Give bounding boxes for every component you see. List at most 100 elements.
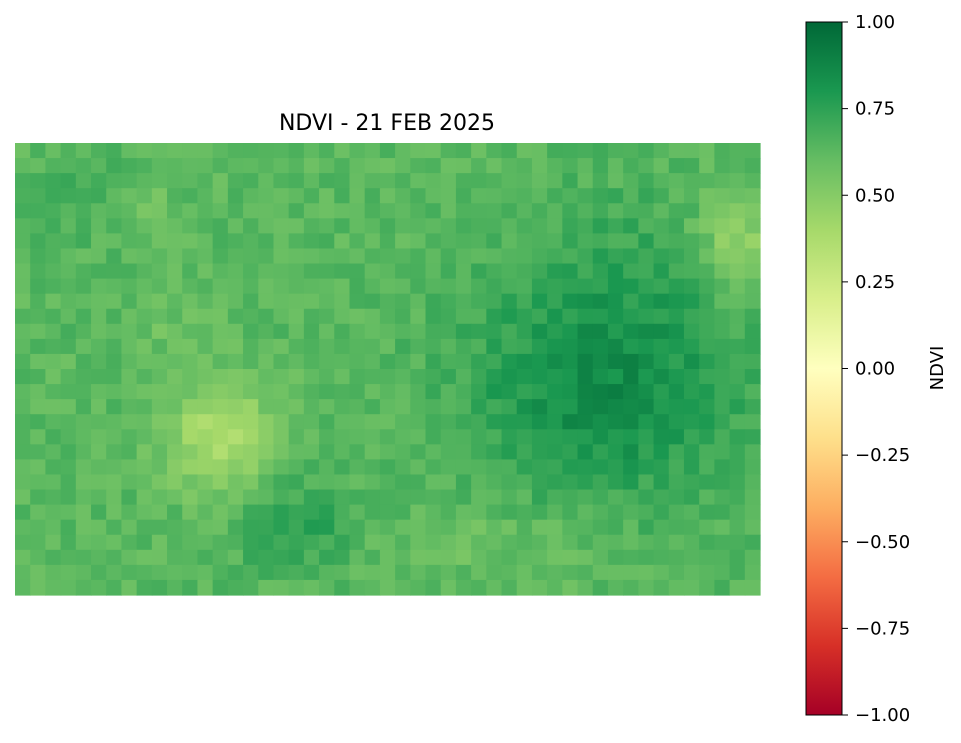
heatmap-cell xyxy=(243,263,259,280)
heatmap-cell xyxy=(182,323,199,340)
heatmap-cell xyxy=(303,564,320,581)
heatmap-cell xyxy=(15,173,31,189)
heatmap-cell xyxy=(273,579,290,596)
heatmap-cell xyxy=(319,173,335,189)
heatmap-cell xyxy=(334,414,351,430)
heatmap-cell xyxy=(243,233,259,250)
heatmap-cell xyxy=(167,474,183,491)
heatmap-cell xyxy=(60,384,77,400)
heatmap-cell xyxy=(182,143,199,159)
heatmap-cell xyxy=(15,143,31,159)
heatmap-cell xyxy=(243,353,259,370)
heatmap-cell xyxy=(91,459,107,476)
heatmap-cell xyxy=(364,429,381,445)
heatmap-cell xyxy=(197,353,214,370)
heatmap-cell xyxy=(197,429,214,445)
heatmap-cell xyxy=(683,353,700,370)
heatmap-cell xyxy=(471,278,487,295)
heatmap-cell xyxy=(319,369,335,385)
heatmap-cell xyxy=(364,504,381,521)
heatmap-cell xyxy=(653,489,670,506)
heatmap-cell xyxy=(212,263,229,280)
heatmap-cell xyxy=(531,489,548,506)
heatmap-cell xyxy=(395,414,411,430)
heatmap-cell xyxy=(714,188,731,204)
heatmap-cell xyxy=(45,504,62,521)
heatmap-cell xyxy=(607,549,624,566)
heatmap-cell xyxy=(288,218,305,234)
heatmap-cell xyxy=(638,158,655,174)
heatmap-cell xyxy=(106,293,123,310)
heatmap-cell xyxy=(349,173,366,189)
heatmap-cell xyxy=(471,308,487,325)
heatmap-cell xyxy=(197,474,214,491)
heatmap-cell xyxy=(60,203,77,219)
heatmap-cell xyxy=(136,474,153,491)
heatmap-cell xyxy=(714,143,731,159)
heatmap-cell xyxy=(227,564,244,581)
heatmap-cell xyxy=(379,384,396,400)
heatmap-cell xyxy=(638,549,655,566)
heatmap-cell xyxy=(273,489,290,506)
heatmap-cell xyxy=(106,429,123,445)
heatmap-cell xyxy=(683,504,700,521)
heatmap-cell xyxy=(273,323,290,340)
heatmap-cell xyxy=(212,519,229,536)
heatmap-cell xyxy=(136,564,153,581)
heatmap-cell xyxy=(243,444,259,460)
heatmap-cell xyxy=(106,278,123,295)
heatmap-cell xyxy=(516,504,533,521)
heatmap-cell xyxy=(364,233,381,250)
heatmap-cell xyxy=(106,233,123,250)
heatmap-cell xyxy=(638,519,655,536)
heatmap-cell xyxy=(653,158,670,174)
colorbar-tick-label: 0.75 xyxy=(855,99,895,120)
heatmap-cell xyxy=(744,188,761,204)
heatmap-cell xyxy=(516,384,533,400)
heatmap-cell xyxy=(136,444,153,460)
heatmap-cell xyxy=(136,579,153,596)
heatmap-cell xyxy=(364,218,381,234)
heatmap-cell xyxy=(729,489,746,506)
heatmap-cell xyxy=(562,323,579,340)
heatmap-cell xyxy=(197,384,214,400)
heatmap-cell xyxy=(136,188,153,204)
heatmap-cell xyxy=(668,549,685,566)
heatmap-cell xyxy=(303,504,320,521)
heatmap-cell xyxy=(623,218,639,234)
heatmap-cell xyxy=(91,248,107,265)
heatmap-cell xyxy=(243,293,259,310)
heatmap-cell xyxy=(623,444,639,460)
heatmap-cell xyxy=(744,338,761,355)
heatmap-cell xyxy=(471,504,487,521)
heatmap-cell xyxy=(349,579,366,596)
heatmap-cell xyxy=(729,399,746,415)
heatmap-cell xyxy=(471,489,487,506)
heatmap-cell xyxy=(258,474,275,491)
heatmap-cell xyxy=(501,158,518,174)
heatmap-cell xyxy=(364,158,381,174)
heatmap-cell xyxy=(303,353,320,370)
heatmap-cell xyxy=(379,293,396,310)
heatmap-cell xyxy=(668,369,685,385)
heatmap-cell xyxy=(182,173,199,189)
heatmap-cell xyxy=(683,459,700,476)
heatmap-cell xyxy=(379,489,396,506)
heatmap-cell xyxy=(607,233,624,250)
heatmap-cell xyxy=(683,173,700,189)
heatmap-cell xyxy=(455,489,472,506)
heatmap-cell xyxy=(60,323,77,340)
heatmap-cell xyxy=(334,489,351,506)
heatmap-cell xyxy=(227,504,244,521)
heatmap-cell xyxy=(227,369,244,385)
heatmap-cell xyxy=(167,308,183,325)
heatmap-cell xyxy=(547,429,563,445)
heatmap-cell xyxy=(273,384,290,400)
heatmap-cell xyxy=(136,369,153,385)
heatmap-cell xyxy=(303,444,320,460)
heatmap-cell xyxy=(151,444,168,460)
heatmap-cell xyxy=(167,519,183,536)
heatmap-cell xyxy=(319,504,335,521)
heatmap-cell xyxy=(136,338,153,355)
heatmap-cell xyxy=(227,444,244,460)
